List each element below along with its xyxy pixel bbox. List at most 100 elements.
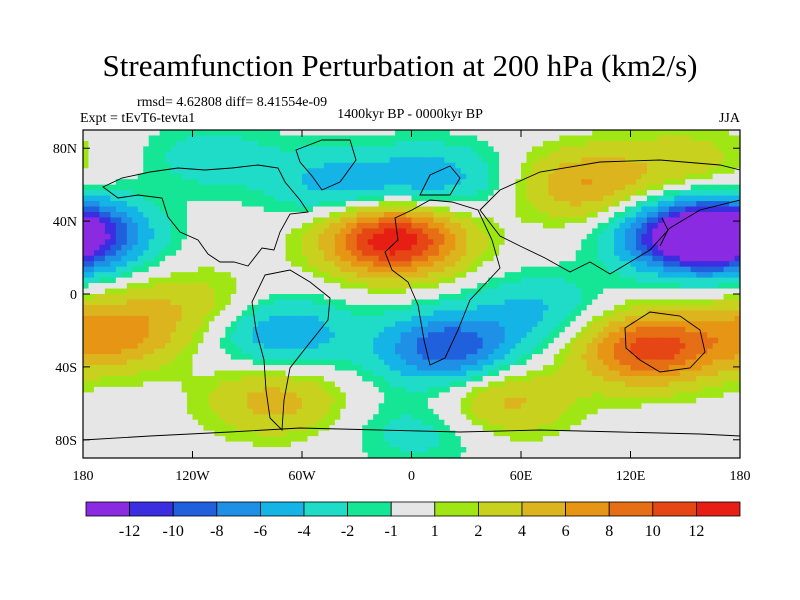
field-cell [252,190,259,197]
field-cell [181,250,188,257]
field-cell [707,173,714,180]
field-cell [192,157,199,164]
field-cell [400,130,407,137]
field-cell [608,288,615,295]
field-cell [482,162,489,169]
field-cell [88,168,95,175]
field-cell [592,228,599,235]
field-cell [263,277,270,284]
field-cell [384,244,391,251]
field-cell [449,146,456,153]
field-cell [395,184,402,191]
field-cell [625,162,632,169]
field-cell [488,343,495,350]
field-cell [438,326,445,333]
field-cell [291,272,298,279]
field-cell [154,255,161,262]
field-cell [378,299,385,306]
field-cell [608,348,615,355]
field-cell [679,266,686,273]
field-cell [170,151,177,158]
field-cell [159,135,166,142]
field-cell [690,162,697,169]
field-cell [625,326,632,333]
field-cell [444,354,451,361]
field-cell [411,266,418,273]
field-cell [701,179,708,186]
field-cell [252,266,259,273]
field-cell [208,294,215,301]
field-cell [504,217,511,224]
field-cell [334,304,341,311]
field-cell [603,288,610,295]
field-cell [668,321,675,328]
field-cell [652,315,659,322]
field-cell [88,315,95,322]
field-cell [362,140,369,147]
field-cell [718,140,725,147]
field-cell [219,157,226,164]
field-cell [203,326,210,333]
field-cell [110,173,117,180]
field-cell [712,157,719,164]
field-cell [570,277,577,284]
field-cell [165,283,172,290]
field-cell [729,168,736,175]
field-cell [553,130,560,137]
field-cell [515,294,522,301]
field-cell [334,266,341,273]
field-cell [143,228,150,235]
field-cell [88,157,95,164]
field-cell [641,151,648,158]
field-cell [619,294,626,301]
field-cell [384,354,391,361]
field-cell [296,168,303,175]
field-cell [444,310,451,317]
field-cell [208,195,215,202]
field-cell [99,332,106,339]
field-cell [455,272,462,279]
field-cell [608,326,615,333]
field-cell [696,228,703,235]
field-cell [236,266,243,273]
field-cell [236,206,243,213]
field-cell [334,294,341,301]
field-cell [416,212,424,219]
field-cell [734,277,740,284]
field-cell [121,222,128,229]
field-cell [296,190,303,197]
field-cell [488,157,495,164]
field-cell [165,206,172,213]
field-cell [668,146,675,153]
field-cell [159,244,166,251]
field-cell [652,206,659,213]
field-cell [597,294,604,301]
field-cell [323,135,330,142]
field-cell [444,162,451,169]
field-cell [696,283,703,290]
field-cell [625,157,632,164]
field-cell [482,272,489,279]
field-cell [329,315,336,322]
field-cell [285,184,292,191]
field-cell [274,157,281,164]
field-cell [367,332,374,339]
field-cell [646,288,653,295]
field-cell [230,212,237,219]
field-cell [208,310,215,317]
field-cell [230,255,237,262]
field-cell [504,151,511,158]
field-cell [652,162,659,169]
field-cell [225,146,232,153]
field-cell [564,283,571,290]
field-cell [427,212,434,219]
field-cell [406,315,413,322]
field-cell [269,255,276,262]
field-cell [729,206,736,213]
field-cell [608,201,615,208]
field-cell [225,222,232,229]
field-cell [531,233,539,240]
field-cell [531,206,539,213]
field-cell [356,179,363,186]
field-cell [236,157,243,164]
